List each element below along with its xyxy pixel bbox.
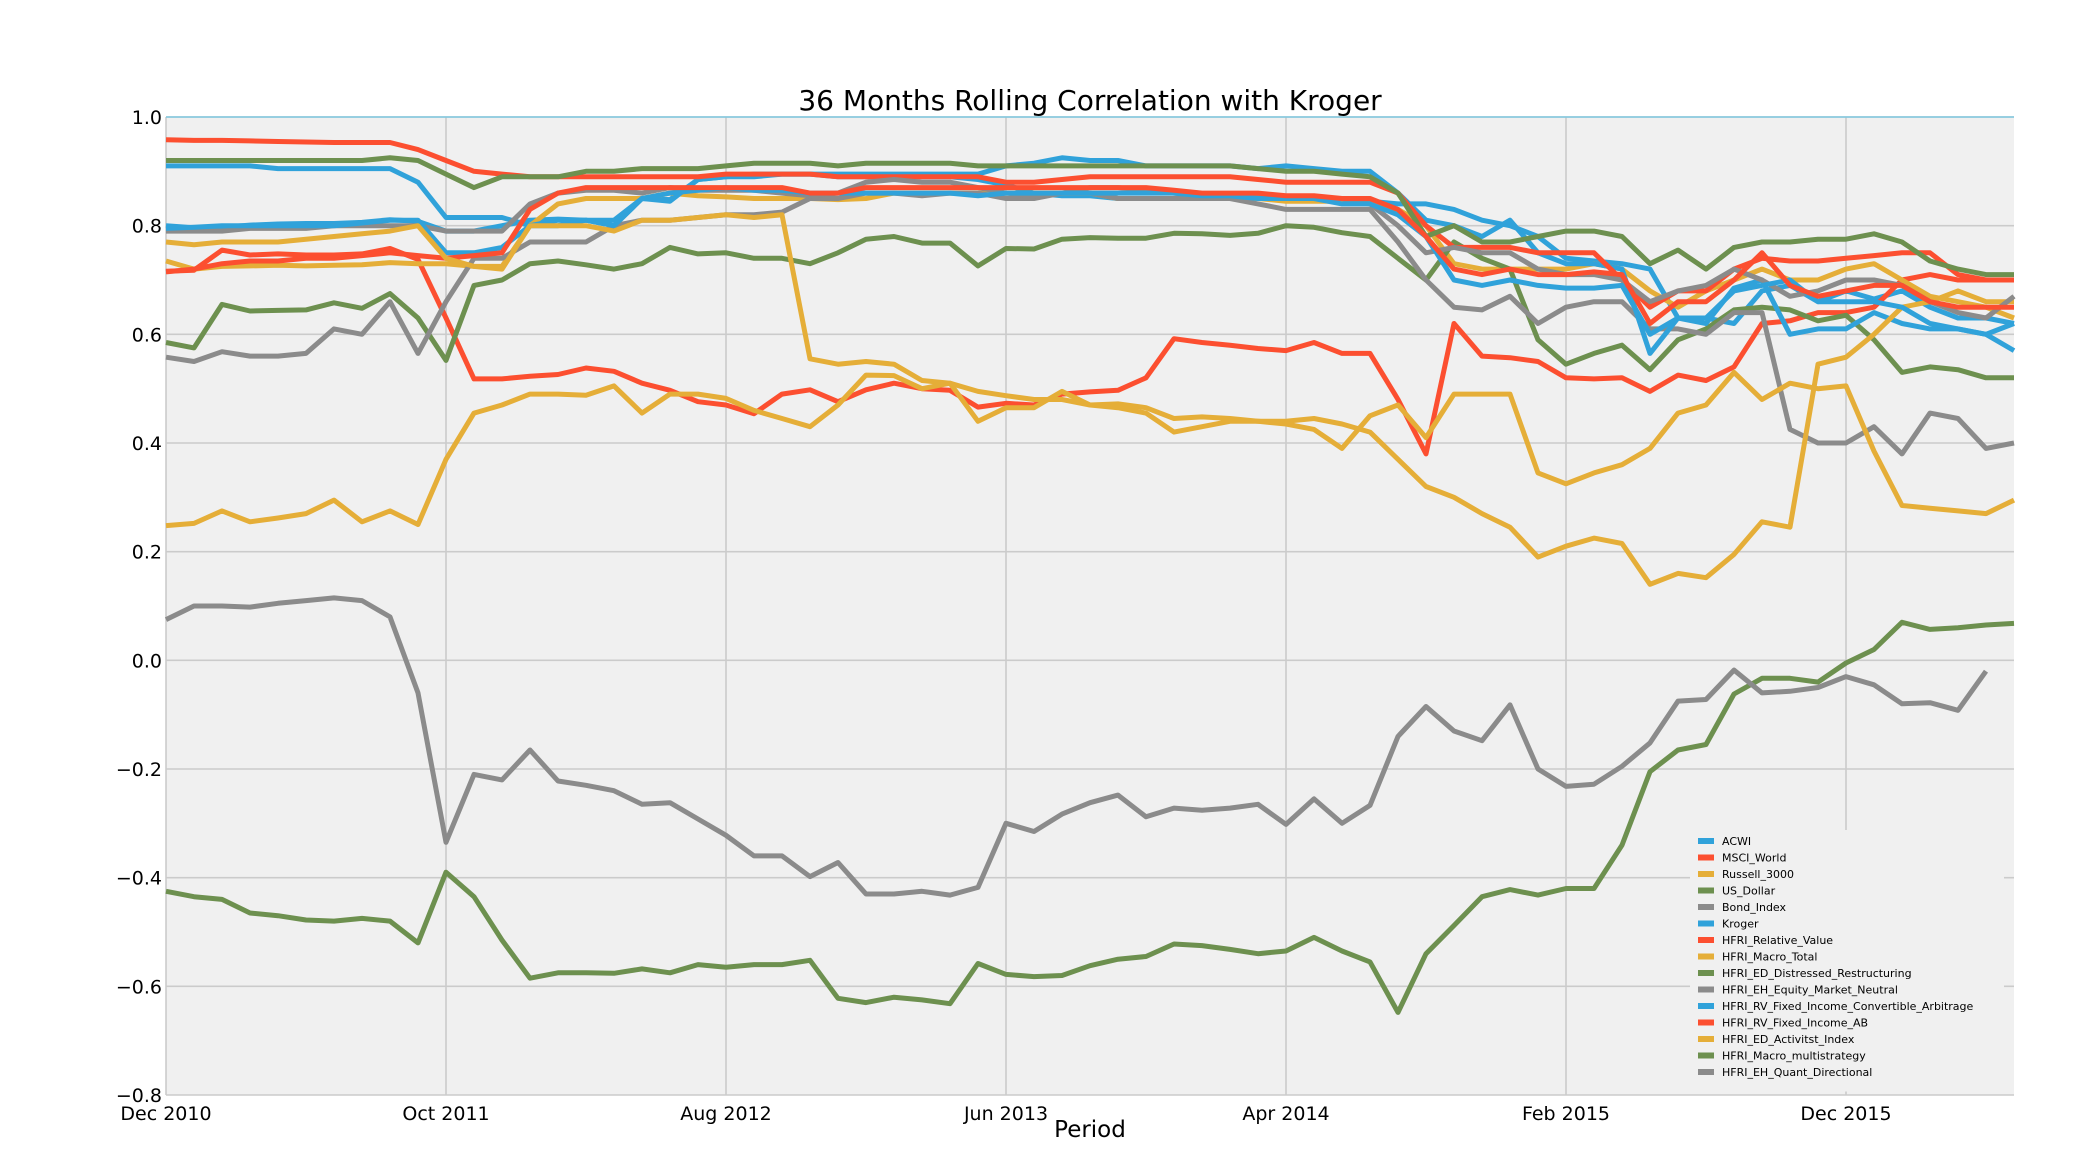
y-tick-label: 0.2 xyxy=(132,542,162,564)
series-line-hfri-ed-activitst-index xyxy=(165,212,2016,517)
legend-label: US_Dollar xyxy=(1722,885,1776,898)
x-tick-label: Aug 2012 xyxy=(680,1103,772,1125)
legend-entry: US_Dollar xyxy=(1698,885,1776,898)
y-tick-label: 1.0 xyxy=(132,107,162,129)
legend-swatch xyxy=(1698,838,1714,844)
y-axis-ticks: −0.8 −0.6 −0.4 −0.2 0.0 0.2 0.4 0.6 0.8 1.0 xyxy=(116,107,162,1107)
legend-swatch xyxy=(1698,937,1714,943)
legend-label: HFRI_EH_Quant_Directional xyxy=(1722,1066,1872,1079)
y-tick-label: 0.6 xyxy=(132,324,162,346)
legend: ACWI MSCI_World Russell_3000 US_Dollar Bond_… xyxy=(1690,830,2004,1092)
x-tick-label: Apr 2014 xyxy=(1242,1103,1329,1125)
legend-entry: Russell_3000 xyxy=(1698,868,1794,881)
legend-label: HFRI_RV_Fixed_Income_Convertible_Arbitra… xyxy=(1722,1000,1974,1013)
legend-entry: MSCI_World xyxy=(1698,852,1786,865)
legend-label: HFRI_EH_Equity_Market_Neutral xyxy=(1722,984,1898,997)
x-axis-ticks: Dec 2010 Oct 2011 Aug 2012 Jun 2013 Apr 2014… xyxy=(120,1103,1891,1125)
legend-entry: Bond_Index xyxy=(1698,901,1787,914)
y-tick-label: 0.8 xyxy=(132,216,162,238)
y-tick-label: −0.6 xyxy=(116,976,162,998)
x-tick-label: Dec 2010 xyxy=(120,1103,211,1125)
legend-label: HFRI_Macro_Total xyxy=(1722,951,1817,964)
legend-swatch xyxy=(1698,953,1714,960)
legend-label: HFRI_ED_Distressed_Restructuring xyxy=(1722,967,1912,980)
series-line-hfri-eh-quant-directional xyxy=(164,595,1989,898)
legend-entry: HFRI_ED_Activitst_Index xyxy=(1698,1033,1855,1046)
series-line-hfri-rv-fixed-income-ab xyxy=(165,185,2014,326)
legend-entry: ACWI xyxy=(1698,835,1751,848)
chart-title: 36 Months Rolling Correlation with Kroge… xyxy=(798,84,1382,117)
legend-swatch xyxy=(1698,1036,1714,1042)
y-tick-label: −0.4 xyxy=(116,868,162,890)
legend-entry: HFRI_Relative_Value xyxy=(1698,934,1833,947)
series-line-hfri-rv-fixed-income-convertible-arbitrage xyxy=(165,185,2016,353)
series-line-hfri-macro-multistrategy xyxy=(165,619,2015,1015)
legend-swatch xyxy=(1698,904,1714,910)
legend-swatch xyxy=(1698,871,1714,877)
legend-label: HFRI_Relative_Value xyxy=(1722,934,1833,947)
x-tick-label: Feb 2015 xyxy=(1522,1103,1610,1125)
legend-entry: HFRI_Macro_multistrategy xyxy=(1698,1050,1866,1063)
x-axis-title: Period xyxy=(1054,1117,1126,1143)
legend-swatch xyxy=(1698,1052,1714,1059)
y-tick-label: −0.2 xyxy=(116,759,162,781)
legend-entry: HFRI_RV_Fixed_Income_AB xyxy=(1698,1017,1868,1030)
legend-swatch xyxy=(1698,986,1714,993)
legend-entry: HFRI_EH_Quant_Directional xyxy=(1698,1066,1872,1079)
legend-swatch xyxy=(1698,920,1714,927)
legend-label: HFRI_ED_Activitst_Index xyxy=(1722,1033,1855,1046)
legend-frame xyxy=(1690,830,2004,1092)
legend-label: MSCI_World xyxy=(1722,852,1786,865)
legend-swatch xyxy=(1698,1069,1714,1075)
series-lines xyxy=(164,116,2016,1015)
legend-label: Bond_Index xyxy=(1722,901,1787,914)
legend-swatch xyxy=(1698,1019,1714,1026)
legend-label: HFRI_Macro_multistrategy xyxy=(1722,1050,1866,1063)
legend-label: HFRI_RV_Fixed_Income_AB xyxy=(1722,1017,1868,1030)
series-line-msci-world xyxy=(165,246,2014,457)
series-line-us-dollar xyxy=(165,223,2014,381)
series-line-hfri-relative-value xyxy=(165,137,2014,310)
x-tick-label: Jun 2013 xyxy=(963,1103,1048,1125)
y-tick-label: −0.8 xyxy=(116,1085,162,1107)
legend-label: Kroger xyxy=(1722,918,1759,931)
legend-swatch xyxy=(1698,970,1714,976)
legend-entry: HFRI_EH_Equity_Market_Neutral xyxy=(1698,984,1898,997)
y-tick-label: 0.4 xyxy=(132,433,162,455)
legend-entry: HFRI_Macro_Total xyxy=(1698,951,1817,964)
series-line-kroger xyxy=(166,155,2015,356)
legend-entry: Kroger xyxy=(1698,918,1759,931)
legend-entry: HFRI_ED_Distressed_Restructuring xyxy=(1698,967,1912,980)
legend-label: ACWI xyxy=(1722,835,1751,848)
x-tick-label: Dec 2015 xyxy=(1800,1103,1891,1125)
y-tick-label: 0.0 xyxy=(132,650,162,672)
x-tick-label: Oct 2011 xyxy=(402,1103,489,1125)
legend-swatch xyxy=(1698,887,1714,894)
legend-swatch xyxy=(1698,1003,1714,1009)
legend-swatch xyxy=(1698,854,1714,861)
legend-entry: HFRI_RV_Fixed_Income_Convertible_Arbitra… xyxy=(1698,1000,1974,1013)
legend-label: Russell_3000 xyxy=(1722,868,1794,881)
series-line-hfri-ed-distressed-restructuring xyxy=(166,155,2014,278)
